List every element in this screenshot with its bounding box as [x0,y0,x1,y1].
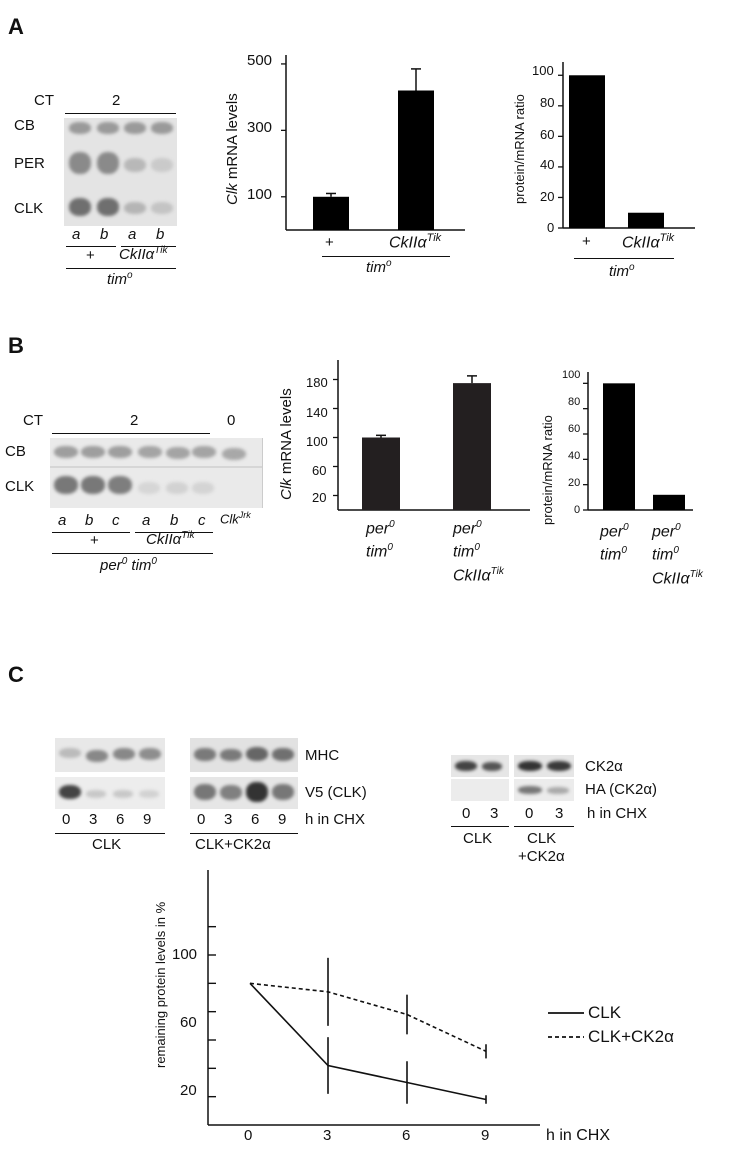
legend: CLK CLK+CK2α [548,1003,674,1047]
legend-label: CLK [588,1003,621,1023]
x-tick-label: 9 [481,1127,489,1144]
legend-item-clk-ck2a: CLK+CK2α [548,1027,674,1047]
legend-swatch-dashed [548,1032,586,1042]
legend-item-clk: CLK [548,1003,674,1023]
series-line-clk [250,983,486,1099]
legend-label: CLK+CK2α [588,1027,674,1047]
legend-swatch-solid [548,1008,586,1018]
x-tick-label: 6 [402,1127,410,1144]
x-tick-label: 3 [323,1127,331,1144]
series-line-clk-ck2a [250,983,486,1051]
x-axis-label: h in CHX [546,1127,610,1145]
x-tick-label: 0 [244,1127,252,1144]
